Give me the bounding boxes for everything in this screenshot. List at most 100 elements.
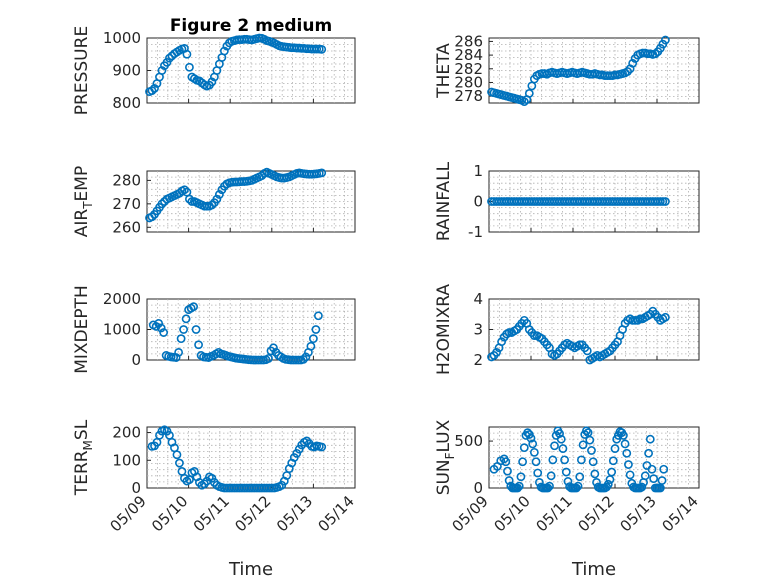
data-point (661, 197, 670, 206)
x-tick-label: 05/13 (617, 492, 660, 535)
data-point (624, 460, 633, 469)
data-point (189, 302, 198, 312)
data-point (179, 325, 189, 334)
data-point (172, 450, 182, 460)
data-point (501, 457, 511, 467)
data-point (550, 441, 559, 451)
data-point (644, 448, 653, 458)
y-tick-label: 1000 (103, 29, 141, 47)
data-point (588, 457, 598, 467)
x-tick-label: 05/10 (491, 492, 534, 535)
data-point (497, 337, 506, 347)
data-point (575, 472, 585, 482)
data-point (157, 66, 167, 75)
y-tick-label: 900 (112, 62, 141, 80)
data-point (185, 194, 194, 204)
data-point (546, 471, 556, 481)
subplot-pressure: 800 900 1000 PRESSURE (72, 26, 356, 115)
data-point (647, 464, 657, 474)
y-tick-label: 2 (473, 351, 483, 369)
y-tick-label: 282 (454, 60, 483, 78)
y-tick-label: 4 (473, 290, 483, 308)
y-axis-label: SUNFLUX (434, 419, 457, 495)
x-tick-label: 05/09 (449, 492, 492, 535)
data-point (519, 443, 529, 453)
data-point (608, 456, 618, 466)
y-tick-label: 260 (112, 218, 141, 236)
x-tick-label: 05/14 (315, 492, 358, 535)
y-tick-label: 284 (454, 46, 483, 64)
subplot-air-temp: 260 270 280 AIRTEMP (72, 166, 356, 237)
figure-title: Figure 2 medium (170, 16, 332, 36)
subplot-rainfall: -1 0 1 RAINFALL (434, 161, 700, 241)
y-tick-label: 286 (454, 32, 483, 50)
x-tick-label: 05/10 (148, 492, 191, 535)
y-axis-label: PRESSURE (72, 26, 92, 115)
data-point (610, 444, 620, 453)
data-point (578, 440, 588, 450)
y-axis-label: AIRTEMP (72, 166, 95, 237)
data-point (156, 323, 166, 333)
data-point (645, 434, 655, 444)
data-point (657, 476, 667, 485)
data-point (587, 446, 596, 455)
y-axis-label: MIXDEPTH (72, 285, 92, 374)
data-point (503, 466, 512, 476)
data-point (207, 200, 217, 210)
y-tick-label: 1 (473, 162, 483, 180)
data-point (577, 455, 586, 465)
y-tick-label: 270 (112, 195, 141, 213)
data-point (154, 318, 164, 328)
data-point (582, 346, 592, 356)
data-point (301, 352, 311, 362)
data-point (308, 334, 318, 344)
data-point (157, 199, 167, 209)
y-tick-label: 0 (131, 351, 141, 369)
data-point (661, 312, 670, 322)
x-tick-label: 05/12 (231, 492, 274, 535)
data-point (545, 481, 554, 491)
data-point (174, 347, 184, 357)
data-point (504, 476, 514, 485)
data-point (558, 444, 568, 453)
data-point (563, 477, 573, 486)
data-point (573, 481, 583, 491)
data-point (661, 35, 670, 45)
subplot-mixdepth: 0 1000 2000 MIXDEPTH (72, 285, 356, 374)
data-point (269, 343, 278, 353)
y-tick-label: 0 (473, 193, 483, 211)
data-point (191, 325, 201, 334)
y-axis-label: H2OMIXRA (434, 284, 454, 375)
y-tick-label: 278 (454, 87, 483, 105)
data-point (659, 464, 669, 474)
y-tick-label: 3 (473, 321, 483, 339)
x-tick-label: 05/11 (190, 492, 233, 535)
data-point (185, 62, 194, 72)
data-point (526, 433, 536, 443)
data-point (649, 474, 659, 484)
data-point (560, 455, 569, 465)
data-point (147, 212, 157, 222)
data-point (182, 49, 192, 59)
data-point (219, 46, 229, 56)
x-tick-label: 05/11 (533, 492, 576, 535)
data-point (180, 185, 189, 195)
data-point (628, 58, 638, 68)
data-point (514, 481, 524, 491)
x-axis-label-right: Time (571, 559, 616, 580)
data-point (492, 347, 501, 357)
data-point (582, 426, 591, 436)
data-point (640, 471, 650, 481)
y-tick-label: 100 (112, 451, 141, 469)
y-tick-label: 1000 (103, 321, 141, 339)
data-point (548, 455, 558, 465)
y-tick-label: 2000 (103, 290, 141, 308)
data-point (317, 44, 327, 54)
data-point (317, 442, 327, 452)
x-tick-label: 05/13 (273, 492, 316, 535)
data-point (516, 472, 526, 482)
y-axis-label: TERRMSL (72, 419, 95, 496)
data-point (212, 194, 222, 204)
